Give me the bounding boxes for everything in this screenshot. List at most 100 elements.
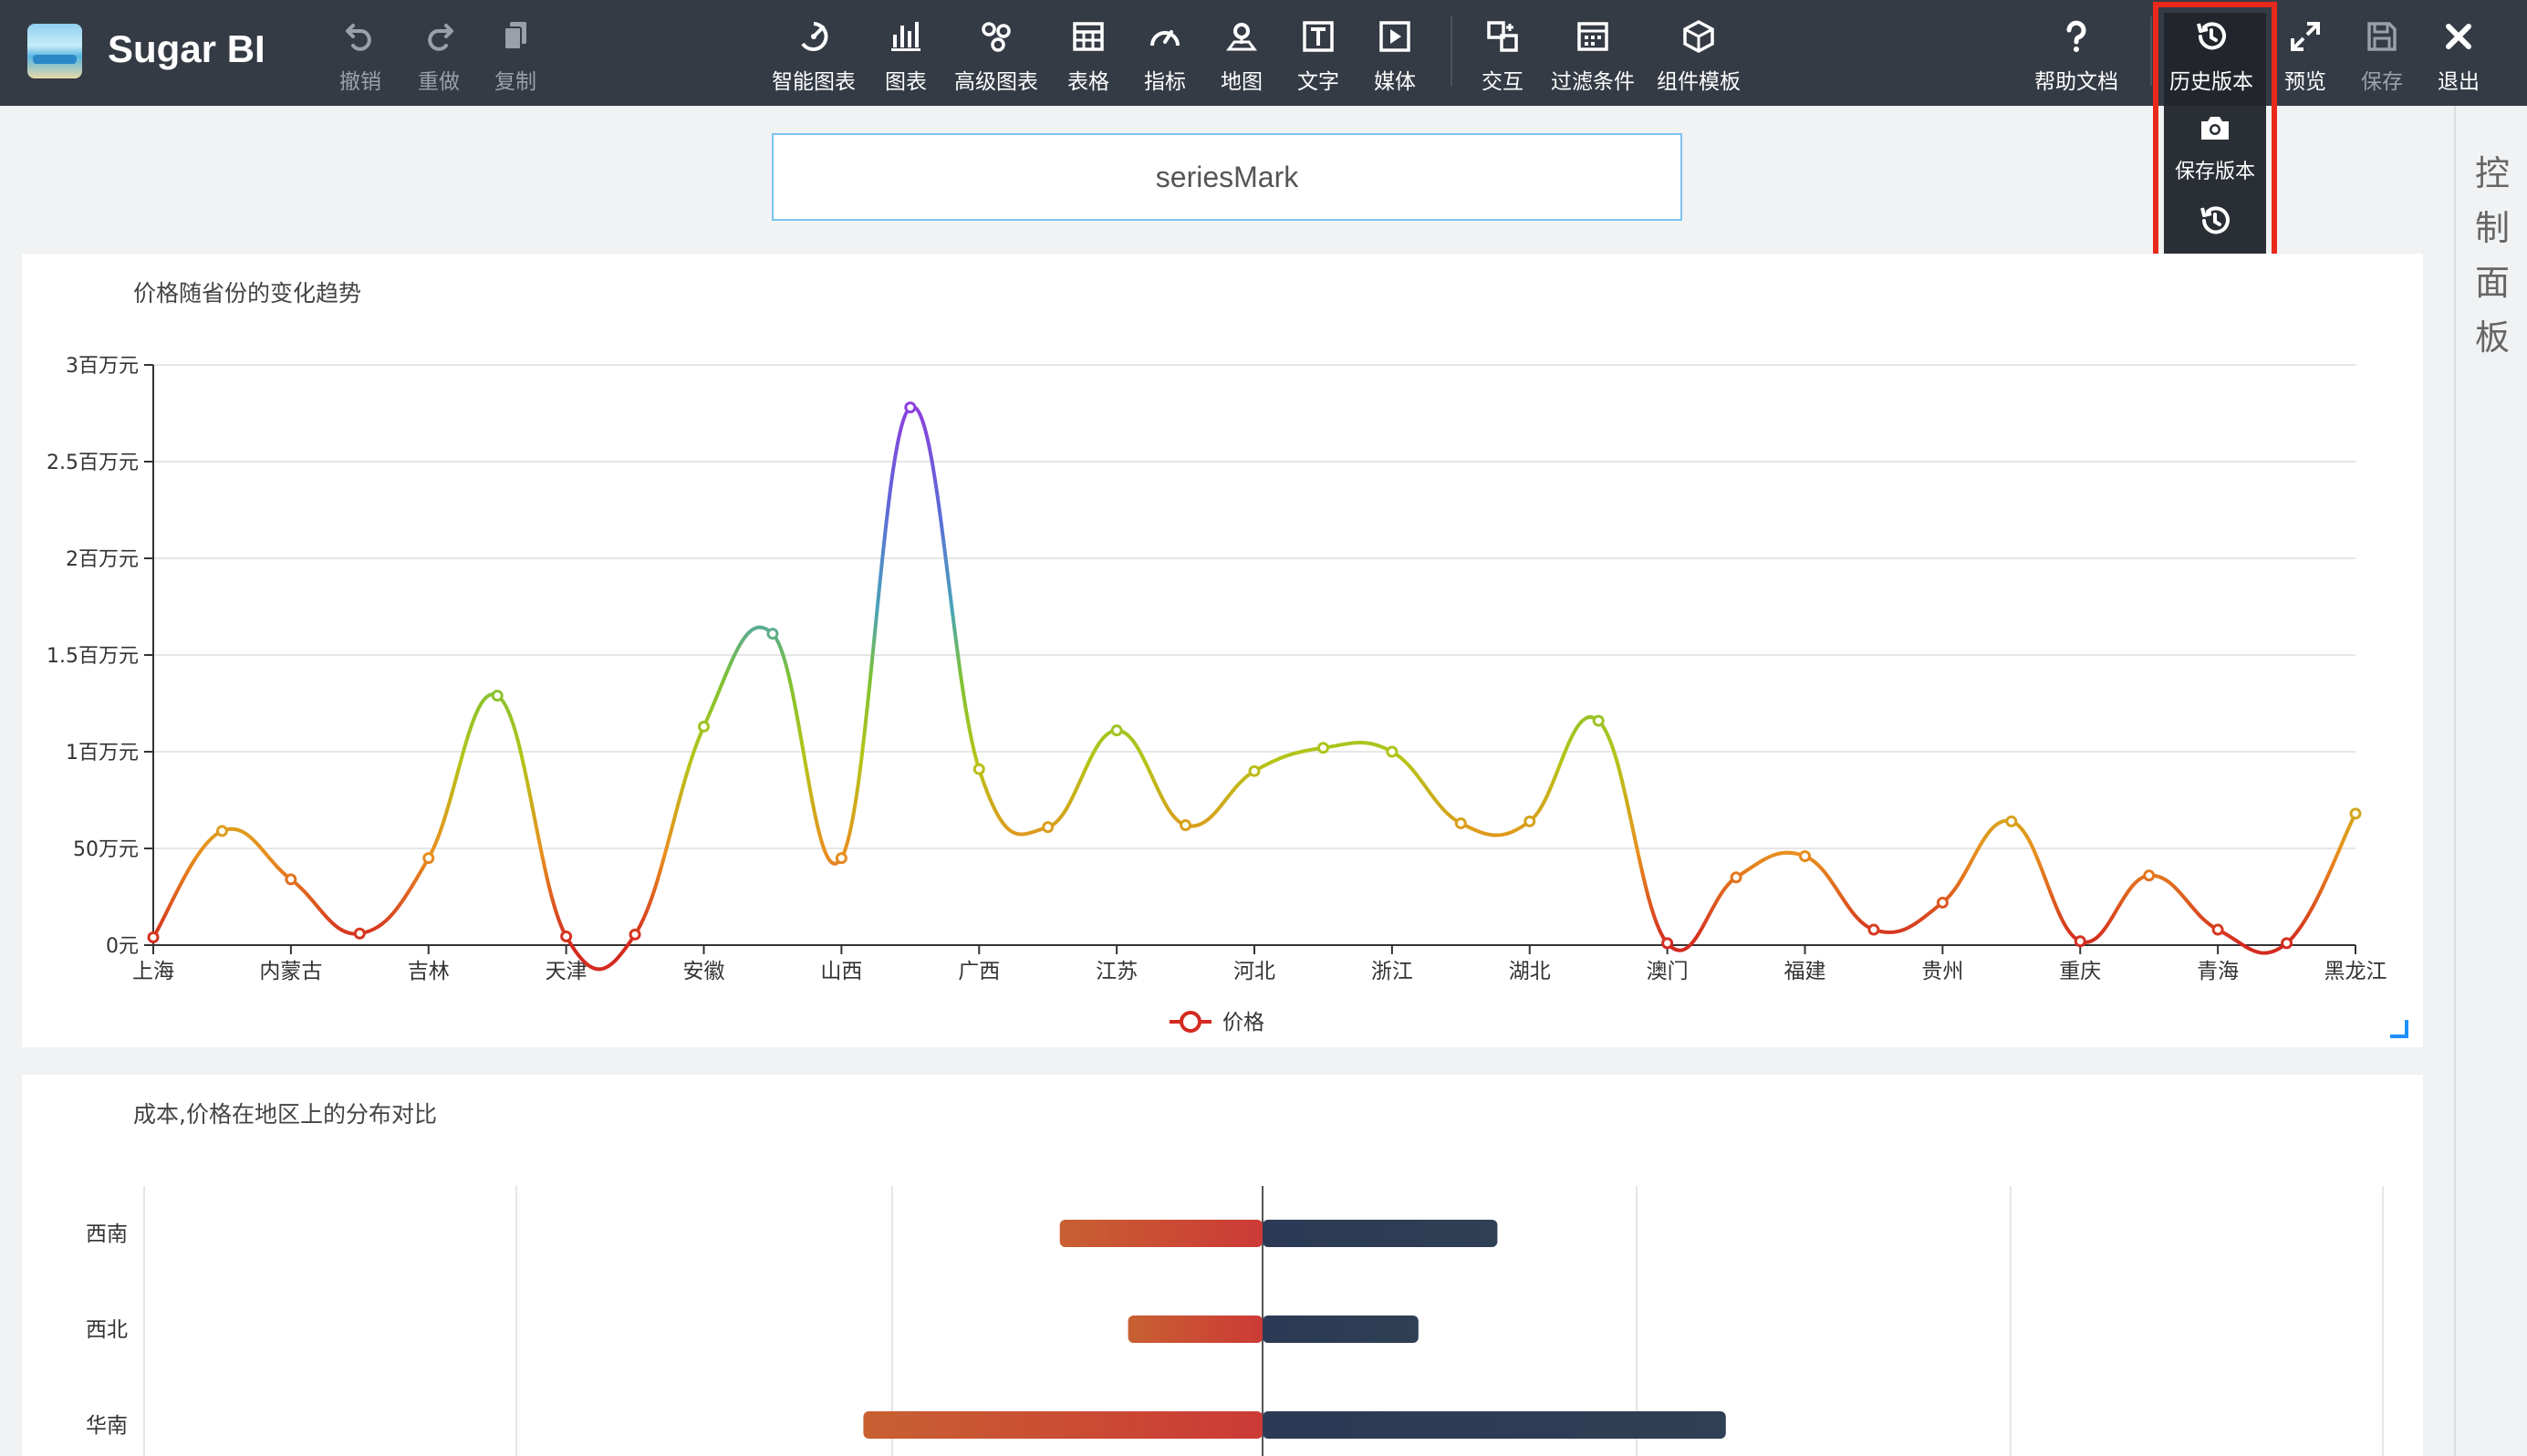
data-point (2074, 935, 2086, 948)
y-category-label: 华南 (86, 1414, 128, 1438)
floppy-icon (2362, 16, 2402, 57)
price-bar (1263, 1220, 1498, 1247)
data-point (2349, 807, 2362, 820)
cost-bar (863, 1411, 1263, 1439)
text-icon (1298, 16, 1338, 57)
save-button[interactable]: 保存 (2361, 16, 2403, 95)
cube-icon (1679, 16, 1719, 57)
data-point (1799, 849, 1811, 862)
table-icon (1068, 16, 1108, 57)
data-point (2281, 937, 2293, 950)
undo-button[interactable]: 撤销 (339, 16, 381, 95)
app-logo (27, 24, 82, 78)
close-icon (2439, 16, 2479, 57)
filter-button[interactable]: 过滤条件 (1551, 16, 1635, 95)
x-tick-label: 广西 (958, 960, 1000, 983)
data-point (560, 930, 573, 942)
x-tick-label: 安徽 (683, 960, 725, 983)
line-chart-card[interactable]: 价格随省份的变化趋势 0元 50万元 1百万元 1.5百万元 2百万元 2.5百万元 3百万… (22, 254, 2423, 1047)
data-point (1316, 742, 1329, 754)
table-button[interactable]: 表格 (1067, 16, 1109, 95)
top-toolbar (0, 0, 2527, 106)
x-tick-label: 河北 (1233, 960, 1275, 983)
data-point (147, 931, 160, 944)
y-category-label: 西北 (86, 1318, 128, 1342)
history-version-button[interactable]: 历史版本 (2169, 16, 2253, 95)
data-point (1180, 819, 1192, 832)
data-point (1110, 724, 1123, 737)
y-tick-label: 2.5百万元 (47, 452, 139, 474)
data-point (422, 852, 435, 865)
control-panel-label: 控制面板 (2474, 153, 2510, 358)
legend-marker (1180, 1011, 1201, 1033)
indicator-button[interactable]: 指标 (1144, 16, 1186, 95)
component-template-button[interactable]: 组件模板 (1657, 16, 1741, 95)
x-tick-label: 江苏 (1096, 960, 1138, 983)
data-point (904, 401, 917, 414)
interaction-icon (1482, 16, 1523, 57)
help-button[interactable]: 帮助文档 (2034, 16, 2118, 95)
data-point (629, 928, 641, 941)
x-tick-label: 福建 (1784, 960, 1826, 983)
dashboard-title-input[interactable]: seriesMark (772, 133, 1682, 221)
gauge-icon (1145, 16, 1185, 57)
redo-icon (419, 16, 459, 57)
x-tick-label: 澳门 (1647, 960, 1689, 983)
data-point (491, 690, 504, 702)
redo-button[interactable]: 重做 (418, 16, 460, 95)
data-point (2005, 815, 2018, 827)
price-bar (1263, 1411, 1726, 1439)
y-tick-label: 0元 (106, 935, 139, 958)
data-point (353, 927, 366, 940)
toolbar-divider (2150, 16, 2152, 86)
advanced-chart-button[interactable]: 高级图表 (954, 16, 1038, 95)
bar-chart-icon (886, 16, 926, 57)
y-tick-label: 50万元 (73, 838, 139, 861)
smart-chart-icon (794, 16, 834, 57)
data-point (1661, 937, 1674, 950)
advanced-chart-icon (976, 16, 1016, 57)
save-version-item[interactable]: 保存版本 (2164, 109, 2266, 184)
x-tick-label: 青海 (2197, 960, 2239, 983)
map-button[interactable]: 地图 (1221, 16, 1263, 95)
filter-icon (1573, 16, 1613, 57)
chart-title: 价格随省份的变化趋势 (133, 280, 362, 307)
data-point (1454, 816, 1467, 829)
interaction-button[interactable]: 交互 (1482, 16, 1523, 95)
x-tick-label: 浙江 (1371, 960, 1413, 983)
toolbar-divider (1451, 16, 1452, 86)
data-point (1730, 871, 1742, 884)
smart-chart-button[interactable]: 智能图表 (772, 16, 856, 95)
chart-title: 成本,价格在地区上的分布对比 (133, 1101, 437, 1128)
x-tick-label: 上海 (132, 960, 174, 983)
preview-button[interactable]: 预览 (2284, 16, 2326, 95)
copy-button[interactable]: 复制 (494, 16, 536, 95)
data-point (285, 873, 297, 886)
data-point (1248, 764, 1261, 777)
chart-button[interactable]: 图表 (885, 16, 927, 95)
data-point (1936, 896, 1949, 909)
data-point (698, 720, 710, 733)
question-icon (2056, 16, 2096, 57)
data-point (835, 852, 848, 865)
data-point (1592, 714, 1605, 727)
camera-icon (2197, 109, 2233, 150)
resize-handle[interactable] (2390, 1020, 2408, 1038)
history-icon (2191, 16, 2231, 57)
y-tick-label: 1.5百万元 (47, 645, 139, 668)
x-tick-label: 湖北 (1509, 960, 1551, 983)
x-tick-label: 天津 (546, 960, 588, 983)
x-tick-label: 内蒙古 (259, 960, 322, 983)
map-pin-icon (1222, 16, 1262, 57)
data-point (1042, 821, 1055, 834)
text-button[interactable]: 文字 (1297, 16, 1339, 95)
data-point (972, 763, 985, 775)
media-button[interactable]: 媒体 (1374, 16, 1416, 95)
bar-chart-card[interactable]: 成本,价格在地区上的分布对比 西南 西北 华南 (22, 1075, 2423, 1456)
control-panel-tab[interactable]: 控制面板 (2454, 106, 2527, 1456)
history-version-active-bg (2164, 13, 2266, 106)
data-point (2211, 923, 2224, 936)
exit-button[interactable]: 退出 (2438, 16, 2480, 95)
